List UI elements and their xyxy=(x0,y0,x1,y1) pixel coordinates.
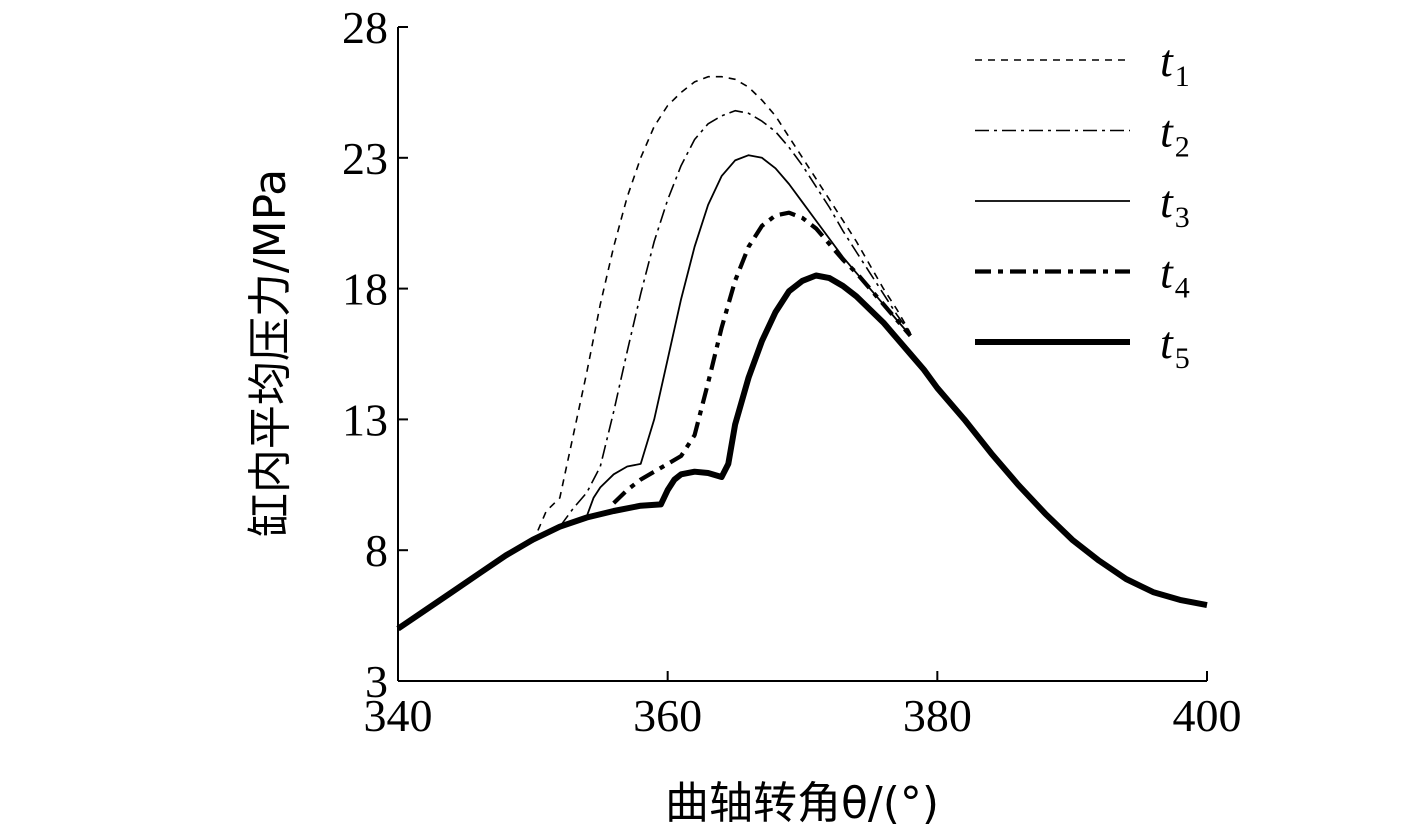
series-line-t1 xyxy=(532,75,912,543)
legend-label-t3: t3 xyxy=(1160,176,1190,234)
y-tick-label: 13 xyxy=(342,394,388,445)
legend-label-t5: t5 xyxy=(1160,317,1190,375)
axes: 3 8 13 18 23 28 340 360 380 400 xyxy=(342,2,1242,741)
legend-label-t2: t2 xyxy=(1160,106,1190,164)
legend: t1 t2 t3 t4 t5 xyxy=(975,35,1190,375)
series-line-t4 xyxy=(612,210,912,505)
x-tick-label: 360 xyxy=(633,690,702,741)
series-line-t5 xyxy=(396,272,1208,632)
curves xyxy=(396,75,1208,632)
legend-label-t1: t1 xyxy=(1160,35,1190,93)
series-line-t2 xyxy=(559,109,912,528)
y-tick-label: 28 xyxy=(342,2,388,53)
y-axis-title: 缸内平均压力/MPa xyxy=(245,169,296,537)
series-line-t3 xyxy=(585,154,912,517)
x-tick-label: 380 xyxy=(903,690,972,741)
x-axis-title: 曲轴转角θ/(°) xyxy=(665,778,939,827)
x-tick-label: 400 xyxy=(1173,690,1242,741)
y-tick-label: 3 xyxy=(365,656,388,707)
y-tick-label: 23 xyxy=(342,133,388,184)
x-tick-label: 340 xyxy=(364,690,433,741)
y-tick-label: 8 xyxy=(365,525,388,576)
legend-label-t4: t4 xyxy=(1160,247,1190,305)
y-tick-label: 18 xyxy=(342,264,388,315)
